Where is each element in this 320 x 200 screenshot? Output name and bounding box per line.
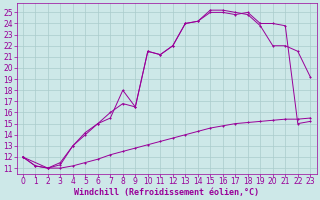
- X-axis label: Windchill (Refroidissement éolien,°C): Windchill (Refroidissement éolien,°C): [74, 188, 259, 197]
